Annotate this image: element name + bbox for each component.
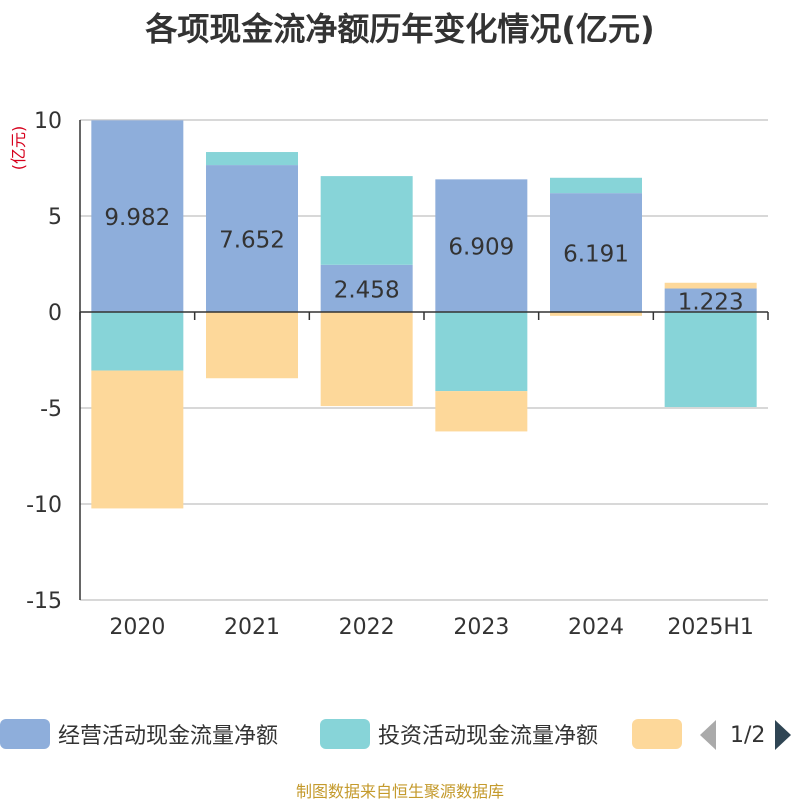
legend-item-investing[interactable]: 投资活动现金流量净额 [320, 718, 598, 750]
legend-item-operating[interactable]: 经营活动现金流量净额 [0, 718, 278, 750]
bar-series3 [206, 312, 298, 379]
x-tick-label: 2021 [224, 615, 280, 640]
legend-swatch-operating [0, 719, 50, 749]
y-tick-label: -5 [40, 397, 62, 422]
bar-series1 [206, 165, 298, 312]
legend-label-operating: 经营活动现金流量净额 [58, 724, 279, 749]
legend: 经营活动现金流量净额 投资活动现金流量净额 1/2 [0, 712, 800, 756]
y-tick-label: -15 [26, 589, 62, 614]
bar-series3 [435, 391, 528, 432]
legend-swatch-investing [320, 719, 370, 749]
x-tick-label: 2024 [568, 615, 624, 640]
bar-series2 [664, 312, 757, 408]
legend-label-investing: 投资活动现金流量净额 [378, 724, 599, 749]
y-axis-label: (亿元) [9, 126, 28, 171]
chart-title: 各项现金流净额历年变化情况(亿元) [145, 10, 655, 48]
legend-item-third[interactable] [632, 718, 690, 750]
bar-series2 [550, 177, 642, 194]
legend-swatch-third [632, 719, 682, 749]
bar-series2 [206, 152, 298, 166]
bar-data-label: 6.191 [563, 242, 629, 268]
bar-data-label: 1.223 [678, 289, 744, 315]
chart-plot: 10 5 0 -5 -10 -15 (亿元) 9.982 7.652 2.458 6.909 6.19… [9, 109, 769, 640]
y-tick-label: 0 [48, 301, 62, 326]
bar-data-label: 2.458 [334, 277, 400, 303]
x-tick-label: 2025H1 [667, 615, 754, 640]
bar-data-label: 7.652 [219, 228, 285, 254]
bar-series2 [435, 312, 528, 392]
bar-series2 [91, 312, 184, 371]
bar-series3 [91, 370, 184, 509]
bar-data-label: 9.982 [104, 205, 170, 231]
source-note: 制图数据来自恒生聚源数据库 [295, 782, 504, 801]
bar-series1 [91, 120, 184, 312]
x-tick-label: 2023 [453, 615, 509, 640]
bar-series3 [664, 282, 757, 289]
legend-pager: 1/2 [700, 720, 792, 750]
bar-series3 [320, 312, 413, 407]
x-tick-label: 2022 [339, 615, 395, 640]
bar-series3 [550, 312, 642, 316]
x-tick-label: 2020 [109, 615, 165, 640]
bar-series1 [320, 264, 413, 312]
bar-series1 [664, 288, 757, 312]
bar-series2 [320, 176, 413, 265]
y-tick-label: 5 [48, 205, 62, 230]
bar-data-label: 6.909 [448, 235, 514, 261]
legend-page-indicator: 1/2 [730, 722, 766, 748]
y-tick-label: 10 [34, 109, 62, 134]
bar-series1 [550, 193, 642, 312]
chevron-right-icon[interactable] [775, 720, 792, 750]
bar-series1 [435, 179, 528, 312]
chevron-left-icon[interactable] [700, 720, 716, 750]
y-tick-label: -10 [26, 493, 62, 518]
